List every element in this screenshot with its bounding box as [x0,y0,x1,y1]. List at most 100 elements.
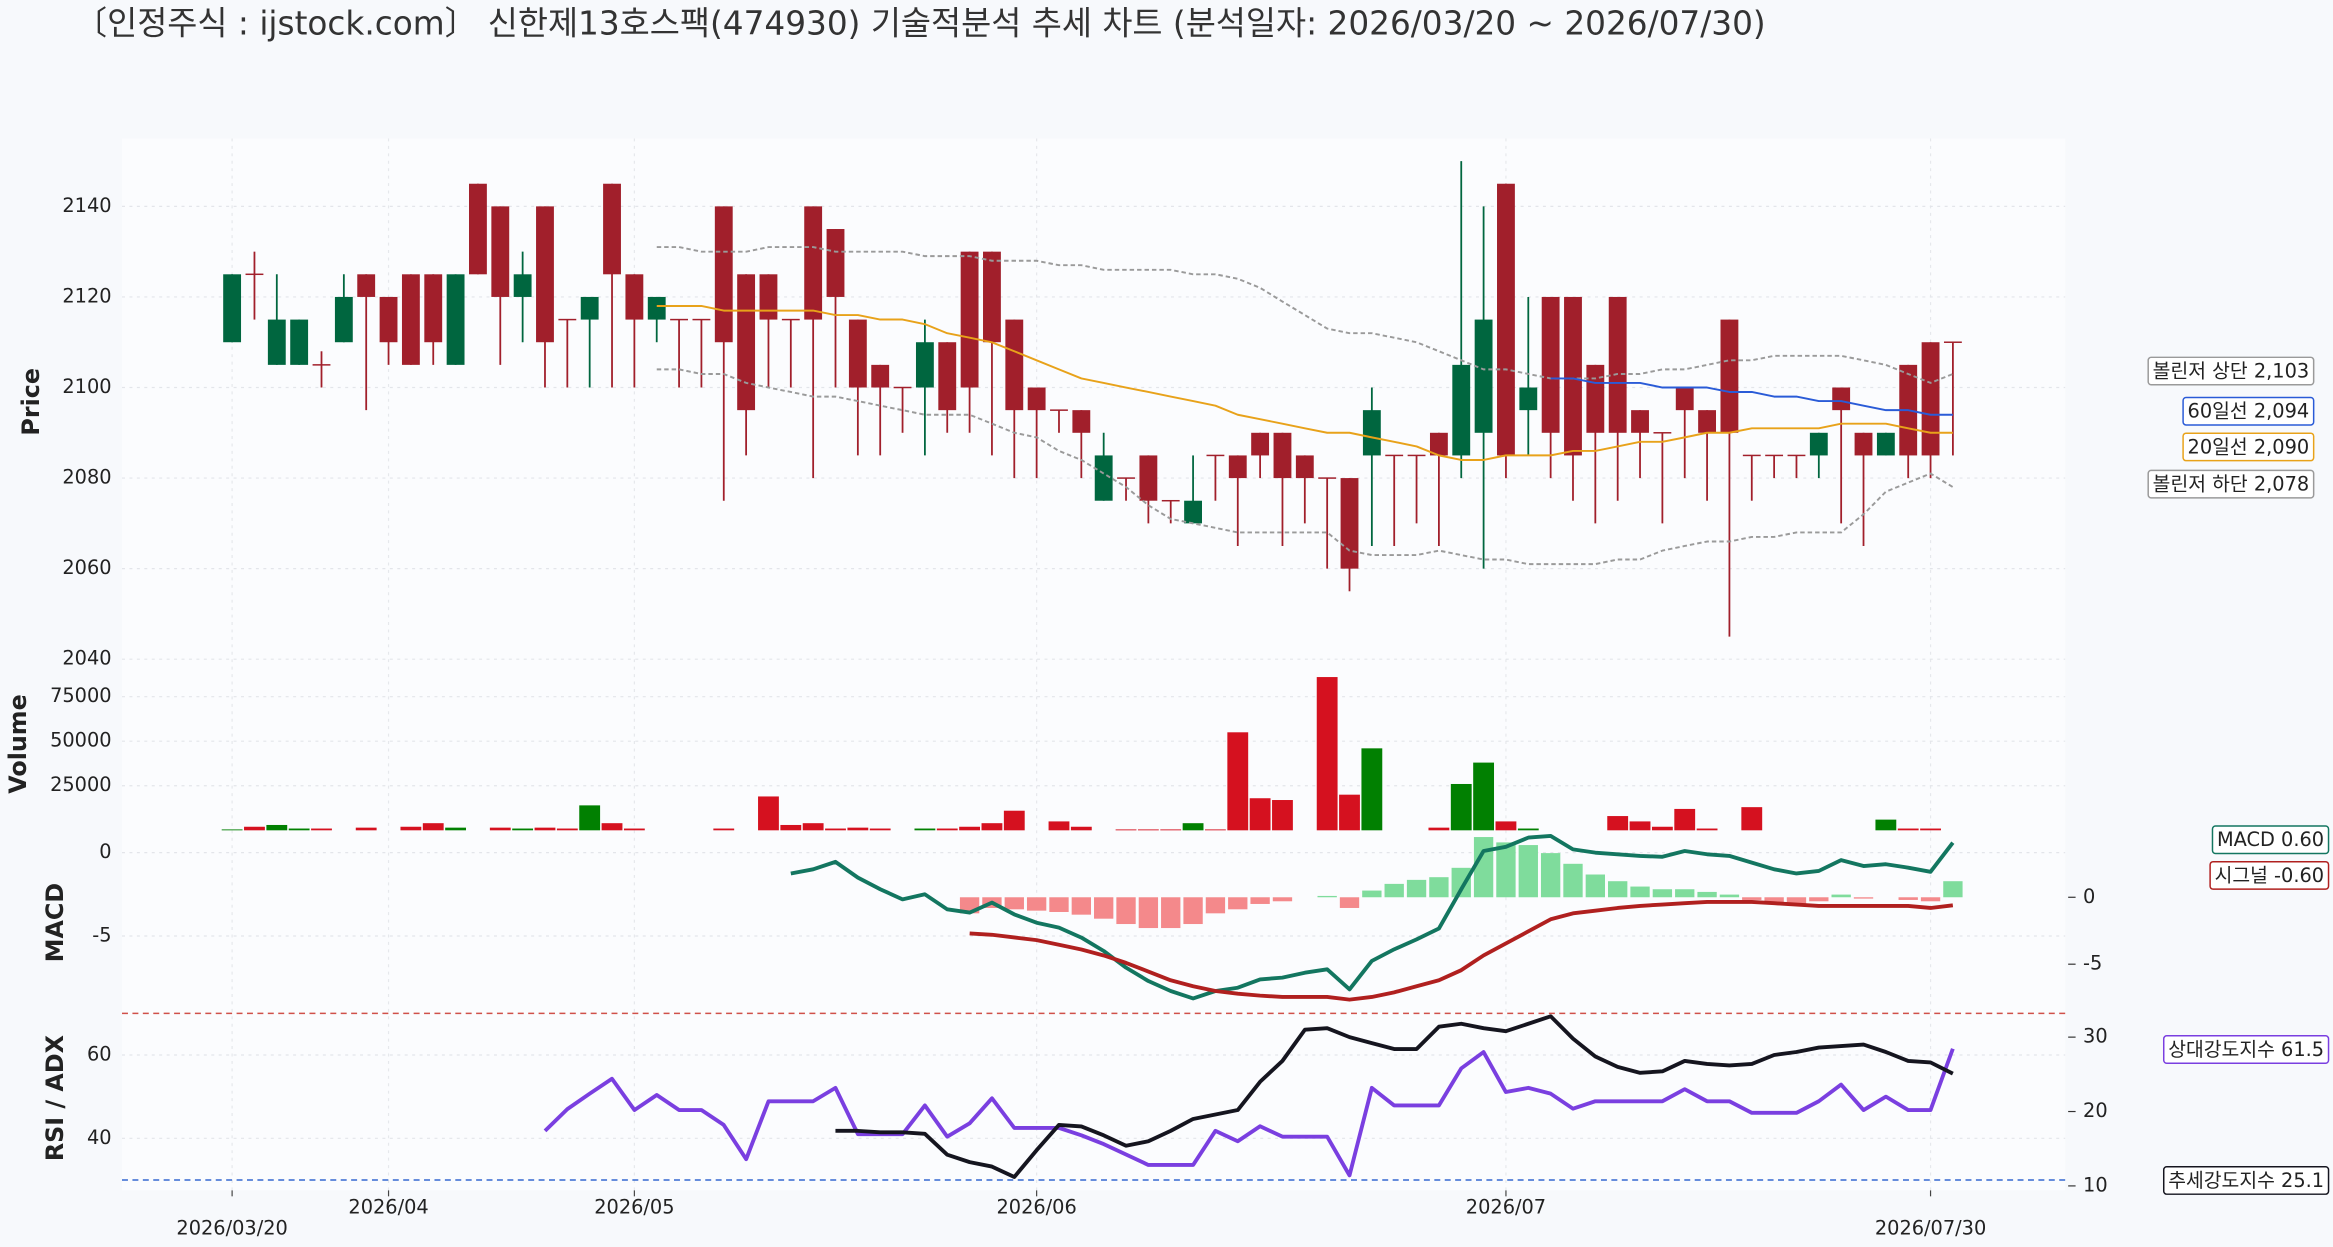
histogram-bar [1920,897,1941,902]
histogram-bar [1608,881,1628,898]
series-line [835,1014,1954,1179]
histogram-bar [1943,881,1963,898]
candle-body [781,318,800,321]
candle-body [670,318,688,321]
legend-entry: 60일선 2,094 [2182,396,2315,426]
volume-bar [623,828,645,831]
histogram-bar [1675,889,1695,898]
legend-box [2211,825,2330,855]
volume-bar [601,823,623,831]
histogram-bar [1563,863,1583,898]
legend-label: 20일선 2,090 [2188,435,2310,458]
candle-body [714,206,733,343]
volume-bar [914,828,936,831]
y-tick-label: 2120 [62,284,111,307]
candle-body [580,296,599,320]
series-line [969,899,1954,1002]
candle-body [1832,387,1851,411]
candle-body [960,251,979,388]
series-line [1550,377,1953,416]
candle-body [1318,477,1337,479]
legend-label: 시그널 -0.60 [2215,864,2325,887]
candle-body [1564,296,1582,456]
y2-tick-label: 10 [2083,1173,2108,1196]
candle-body [938,342,957,411]
candle-body [1161,499,1180,502]
histogram-bar [1853,897,1874,899]
candle-body [1184,500,1203,524]
y-tick-label: 2060 [62,556,111,579]
volume-bar [1428,827,1450,831]
legend-label: 60일선 2,094 [2188,400,2310,423]
volume-bar [825,828,846,831]
candle-body [334,296,353,343]
histogram-bar [1697,891,1717,898]
candle-body [1206,454,1225,457]
histogram-bar [1049,897,1069,912]
volume-bar [1339,794,1360,831]
volume-bar [400,826,422,831]
candle-body [1474,319,1493,433]
candle-body [558,318,577,321]
candle-body [1653,432,1672,434]
histogram-bar [1116,897,1136,925]
histogram-bar [1809,897,1829,902]
candle-body [1765,454,1784,457]
legend-entry: 볼린저 하단 2,078 [2147,469,2315,499]
y2-tick-label: 30 [2083,1025,2108,1048]
volume-bar [1696,828,1718,831]
volume-bar [244,826,265,831]
candle-body [513,274,532,297]
volume-bar [288,828,310,831]
y-axis-title: Price [17,368,45,436]
volume-bar [1741,807,1763,831]
y-tick-label: 40 [87,1126,112,1149]
candle-body [1362,410,1381,456]
volume-bar [1115,829,1137,831]
x-tick-label: 2026/05 [594,1196,674,1219]
candle-body [1407,454,1426,457]
volume-bar [869,828,891,831]
legend-label: 볼린저 상단 2,103 [2153,360,2310,383]
histogram-bar [1630,886,1650,898]
volume-bar [221,829,243,831]
candle-body [469,183,487,275]
candle-body [1675,387,1694,411]
legend-label: MACD 0.60 [2217,828,2324,851]
histogram-bar [1071,897,1092,915]
legend-entry: 20일선 2,090 [2182,432,2315,462]
volume-bar [1629,821,1651,831]
volume-bar [1070,826,1092,831]
series-line [656,246,1954,384]
candle-body [1720,319,1739,433]
volume-bar [1450,783,1472,831]
candle-body [1876,432,1895,456]
y-tick-label: 2140 [62,194,111,217]
candle-body [401,274,420,365]
series-line [656,368,1954,566]
histogram-bar [1429,877,1449,898]
volume-bar [1495,821,1517,831]
volume-bar [1517,828,1539,831]
volume-bar [1249,798,1271,831]
y-tick-label: 0 [99,840,111,863]
volume-bar [1361,748,1383,831]
volume-bar [534,827,556,831]
volume-bar [1137,829,1159,831]
volume-bar [1003,810,1025,831]
chart-title: 〔인정주식 : ijstock.com〕 신한제13호스팩(474930) 기술… [74,4,1765,42]
volume-bar [1920,828,1941,831]
candle-body [357,274,376,297]
histogram-bar [1496,842,1516,898]
histogram-bar [1183,897,1203,925]
y-tick-label: 25000 [50,773,112,796]
volume-bar [355,827,377,831]
histogram-bar [1652,889,1673,898]
candle-body [1608,296,1627,433]
candle-body [1742,454,1761,457]
legend-label: 추세강도지수 25.1 [2168,1169,2324,1192]
candle-body [1921,342,1940,456]
volume-bar [1048,821,1070,831]
candle-body [1586,364,1605,433]
y-tick-label: 50000 [50,729,112,752]
